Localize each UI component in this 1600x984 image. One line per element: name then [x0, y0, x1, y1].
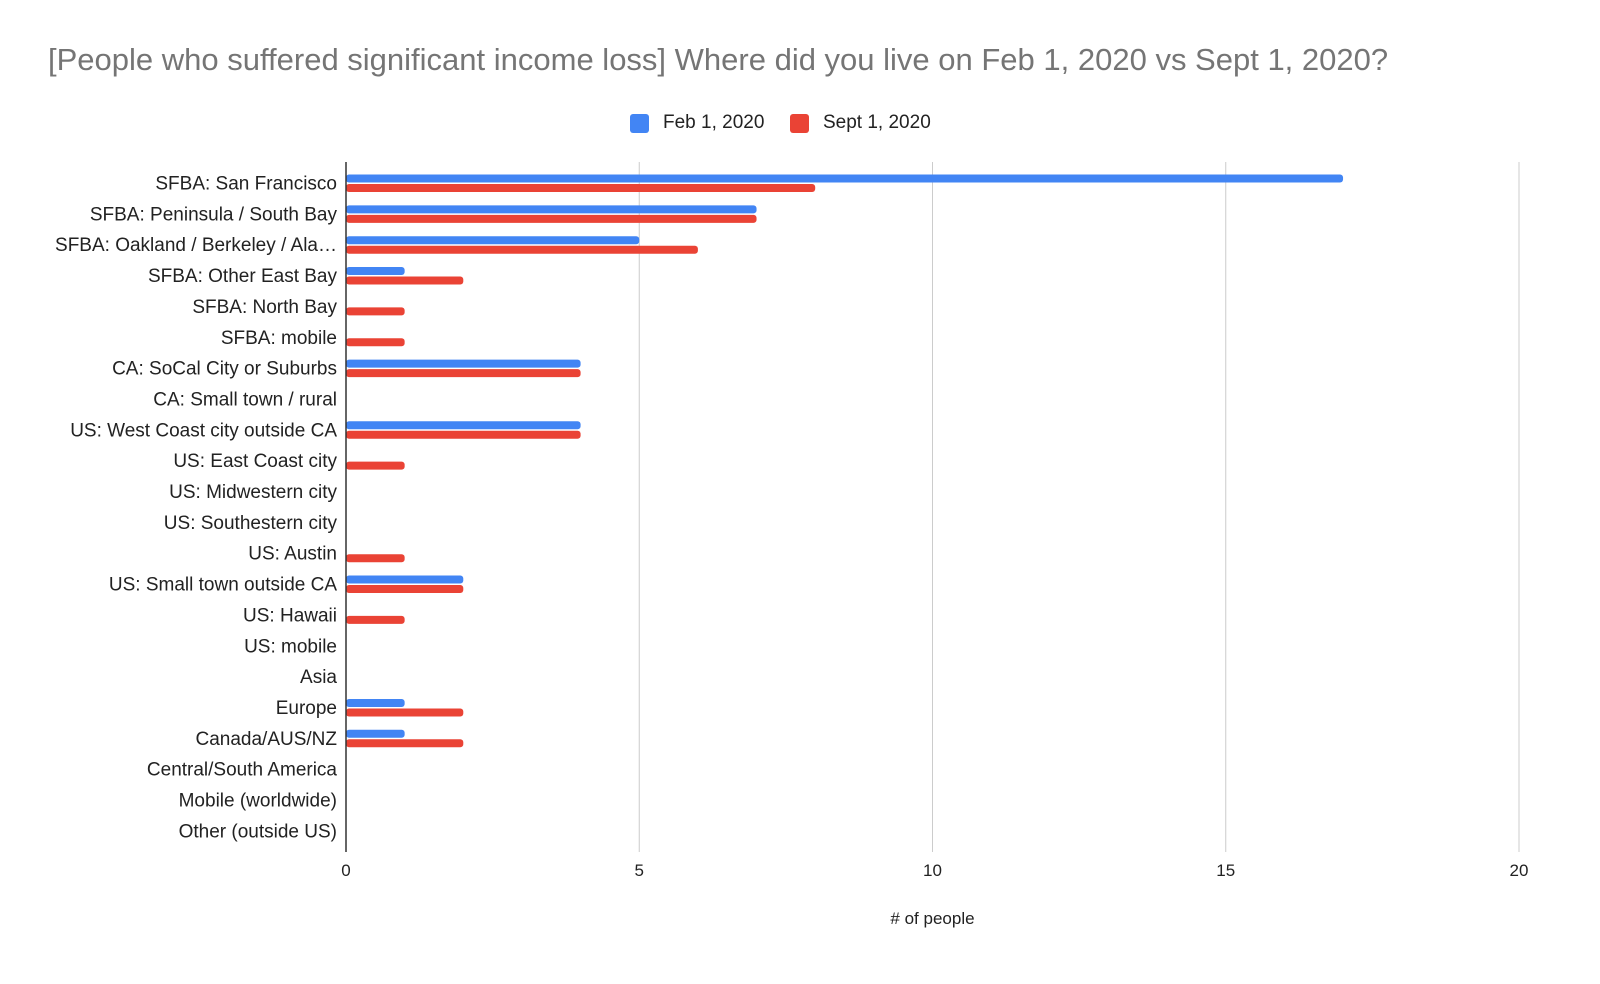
category-label: SFBA: Peninsula / South Bay: [90, 204, 338, 225]
bar-sept[interactable]: [346, 461, 405, 470]
category-label: SFBA: Oakland / Berkeley / Ala…: [55, 235, 337, 256]
bar-sept[interactable]: [346, 585, 464, 594]
gridlines: [638, 162, 1520, 852]
legend-swatch-sept: [790, 113, 809, 133]
bar-sept[interactable]: [346, 615, 405, 624]
category-label: Central/South America: [147, 760, 338, 781]
bar-feb[interactable]: [346, 267, 405, 276]
legend-item-sept[interactable]: Sept 1, 2020: [790, 108, 931, 138]
x-tick-label-5: 5: [635, 861, 644, 880]
x-tick-labels: 0 5 10 15 20: [341, 861, 1528, 880]
bar-sept[interactable]: [346, 708, 464, 717]
category-label: Mobile (worldwide): [179, 791, 337, 812]
x-axis-title: # of people: [890, 909, 974, 928]
bar-feb[interactable]: [346, 174, 1344, 183]
category-label: Canada/AUS/NZ: [195, 729, 337, 750]
bar-sept[interactable]: [346, 369, 581, 378]
legend-swatch-feb: [630, 113, 649, 133]
x-tick-label-10: 10: [923, 861, 942, 880]
category-label: US: Hawaii: [243, 605, 337, 626]
bar-sept[interactable]: [346, 739, 464, 748]
legend-label-feb: Feb 1, 2020: [663, 112, 765, 133]
category-label: US: mobile: [244, 636, 337, 657]
legend-label-sept: Sept 1, 2020: [823, 112, 931, 133]
bar-sept[interactable]: [346, 338, 405, 347]
chart-title: [People who suffered significant income …: [48, 42, 1389, 77]
legend: Feb 1, 2020 Sept 1, 2020: [0, 108, 1600, 138]
bar-sept[interactable]: [346, 554, 405, 563]
category-label: SFBA: San Francisco: [155, 174, 337, 195]
category-labels: SFBA: San Francisco SFBA: Peninsula / Sou…: [55, 174, 337, 843]
bar-sept[interactable]: [346, 245, 698, 254]
category-label: Other (outside US): [179, 821, 337, 842]
bar-feb[interactable]: [346, 575, 464, 584]
bar-feb[interactable]: [346, 729, 405, 738]
bar-sept[interactable]: [346, 276, 464, 285]
bar-feb[interactable]: [346, 359, 581, 368]
x-tick-label-15: 15: [1216, 861, 1235, 880]
x-tick-label-0: 0: [341, 861, 350, 880]
bar-feb[interactable]: [346, 205, 757, 214]
bar-sept[interactable]: [346, 307, 405, 316]
category-label: US: Midwestern city: [169, 482, 337, 503]
category-label: SFBA: mobile: [221, 328, 337, 349]
category-label: US: Austin: [248, 544, 337, 565]
category-label: US: Small town outside CA: [109, 575, 337, 596]
bar-feb[interactable]: [346, 698, 405, 707]
legend-item-feb[interactable]: Feb 1, 2020: [630, 108, 764, 138]
x-tick-label-20: 20: [1510, 861, 1529, 880]
bars: [346, 174, 1344, 748]
bar-feb[interactable]: [346, 421, 581, 430]
category-label: CA: SoCal City or Suburbs: [112, 359, 337, 380]
category-label: US: Southestern city: [164, 513, 338, 534]
category-label: SFBA: North Bay: [192, 297, 337, 318]
bar-sept[interactable]: [346, 214, 757, 223]
bar-sept[interactable]: [346, 184, 816, 192]
bar-sept[interactable]: [346, 430, 581, 439]
category-label: US: East Coast city: [173, 451, 337, 472]
category-label: Asia: [300, 667, 337, 688]
category-label: CA: Small town / rural: [153, 389, 337, 410]
bar-feb[interactable]: [346, 236, 640, 245]
category-label: SFBA: Other East Bay: [148, 266, 338, 287]
category-label: Europe: [276, 698, 337, 719]
category-label: US: West Coast city outside CA: [70, 420, 337, 441]
